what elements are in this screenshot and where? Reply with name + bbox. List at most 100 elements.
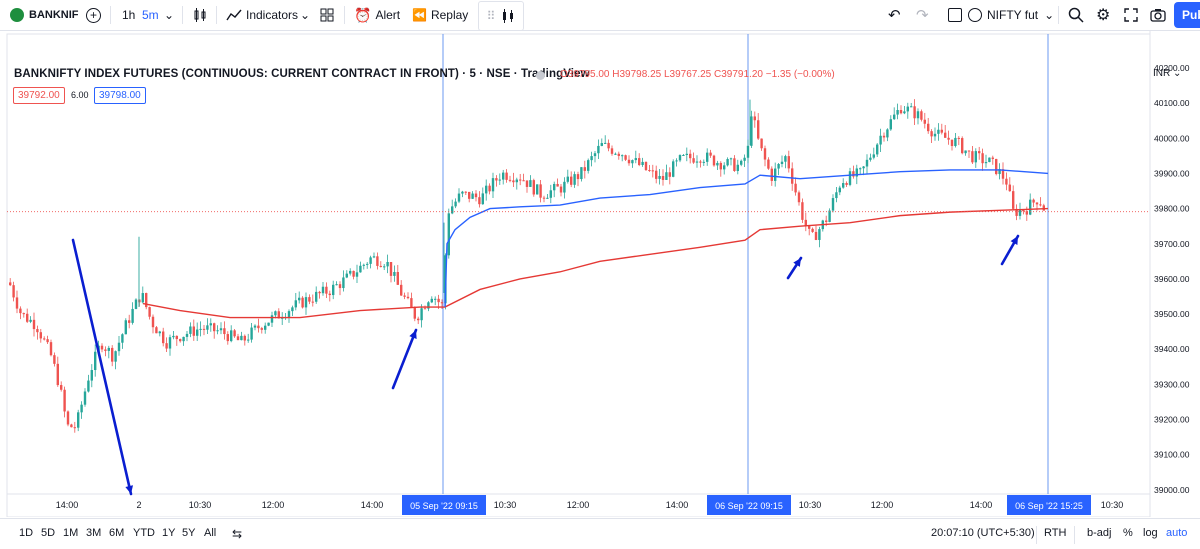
candle-body [614,153,617,155]
candle-body [872,154,875,158]
candle-body [842,183,845,188]
alert-label: Alert [375,8,401,22]
candle-body [274,311,277,316]
price-chart[interactable]: 40200.00 40100.00 40000.00 39900.00 39800.00… [0,31,1200,517]
fullscreen-button[interactable] [1124,0,1138,30]
candle-body [971,151,974,163]
interval-1h-button[interactable]: 1h [122,0,135,30]
price-tick-label: 39800.00 [1154,204,1190,214]
candle-body [838,187,841,193]
candle-body [1001,169,1005,179]
back-adjust-toggle[interactable]: b-adj [1087,527,1112,539]
range-button-1m[interactable]: 1M [63,527,79,539]
log-scale-toggle[interactable]: log [1143,527,1158,539]
redo-icon: ↷ [916,7,929,24]
candle-body [801,202,804,220]
layouts-button[interactable] [320,0,334,30]
candle-body [593,153,597,157]
range-button-all[interactable]: All [204,527,217,539]
vwap-red-line [142,207,1049,319]
candle-body [855,168,858,177]
range-button-1y[interactable]: 1Y [162,527,176,539]
candle-body [243,335,246,341]
candle-body [668,172,671,177]
vwap-blue-line [444,169,1049,308]
candle-body [954,137,957,147]
candle-body [627,159,631,164]
candle-body [301,297,304,308]
candle-body [427,302,430,309]
alert-button[interactable]: ⏰ Alert [354,0,400,30]
auto-scale-toggle[interactable]: auto [1166,527,1188,539]
candle-body [179,339,182,342]
candle-body [692,158,695,163]
search-icon [1068,7,1084,23]
candle-body [1008,184,1011,192]
candle-body [944,132,947,138]
candle-body [930,131,933,137]
chart-type-button[interactable] [192,0,208,30]
indicators-button[interactable]: Indicators [226,0,298,30]
candle-body [478,197,481,205]
snapshot-button[interactable] [1150,0,1166,30]
range-button-5d[interactable]: 5D [41,527,56,539]
candle-body [121,334,124,343]
candle-body [678,155,682,161]
compare-symbol-selector[interactable]: NIFTY fut ⌄ [948,0,1054,30]
candle-body [43,338,46,340]
candle-body [845,183,848,185]
candle-body [311,301,314,303]
candle-body [413,307,416,319]
replay-button[interactable]: ⏪ Replay [412,0,468,30]
candle-body [570,176,573,185]
publish-label: Pub [1182,8,1200,22]
indicators-dropdown[interactable]: ⌄ [300,0,310,30]
percent-scale-toggle[interactable]: % [1123,527,1133,539]
drawing-toolbar-handle[interactable]: ⠿ [478,1,524,31]
candle-body [634,158,637,161]
range-button-1d[interactable]: 1D [19,527,34,539]
redo-button[interactable]: ↷ [916,0,929,30]
chevron-down-icon: ⌄ [300,8,311,22]
session-rth-button[interactable]: RTH [1044,527,1067,539]
symbol-search[interactable]: BANKNIF [10,0,79,30]
chart-pane[interactable]: 40200.00 40100.00 40000.00 39900.00 39800.00… [0,31,1200,543]
candle-body [80,404,83,413]
candle-body [410,298,413,308]
candle-body [522,180,525,182]
range-button-ytd[interactable]: YTD [133,527,155,539]
interval-dropdown-button[interactable]: ⌄ [164,0,174,30]
drag-handle-icon: ⠿ [486,9,496,23]
range-button-3m[interactable]: 3M [86,527,102,539]
candle-body [19,308,22,314]
range-button-5y[interactable]: 5Y [182,527,196,539]
undo-button[interactable]: ↶ [888,0,901,30]
candle-body [675,160,678,162]
candle-body [862,166,865,169]
interval-5m-button[interactable]: 5m [142,0,159,30]
search-button[interactable] [1068,0,1084,30]
settings-button[interactable]: ⚙ [1096,0,1110,30]
candle-body [148,307,151,317]
publish-button[interactable]: Pub [1174,2,1200,28]
candle-body [223,328,226,335]
candle-body [158,331,161,334]
candle-body [189,326,192,334]
buy-price-badge[interactable]: 39798.00 [94,87,146,104]
candle-body [753,116,756,121]
replay-label: Replay [430,8,469,22]
time-tick-label: 14:00 [361,500,384,510]
candle-body [386,261,389,267]
range-button-6m[interactable]: 6M [109,527,125,539]
compare-symbol-button[interactable]: + [86,0,101,30]
price-tick-label: 40100.00 [1154,98,1190,108]
candle-body [325,286,328,294]
goto-date-button[interactable]: ⇆ [232,527,242,541]
timezone-clock[interactable]: 20:07:10 (UTC+5:30) [931,527,1035,539]
currency-label[interactable]: INR ⌄ [1153,68,1181,79]
symbol-logo-icon [10,8,24,22]
candle-body [359,265,362,273]
candle-body [49,342,53,356]
candle-body [685,153,688,155]
sell-price-badge[interactable]: 39792.00 [13,87,65,104]
